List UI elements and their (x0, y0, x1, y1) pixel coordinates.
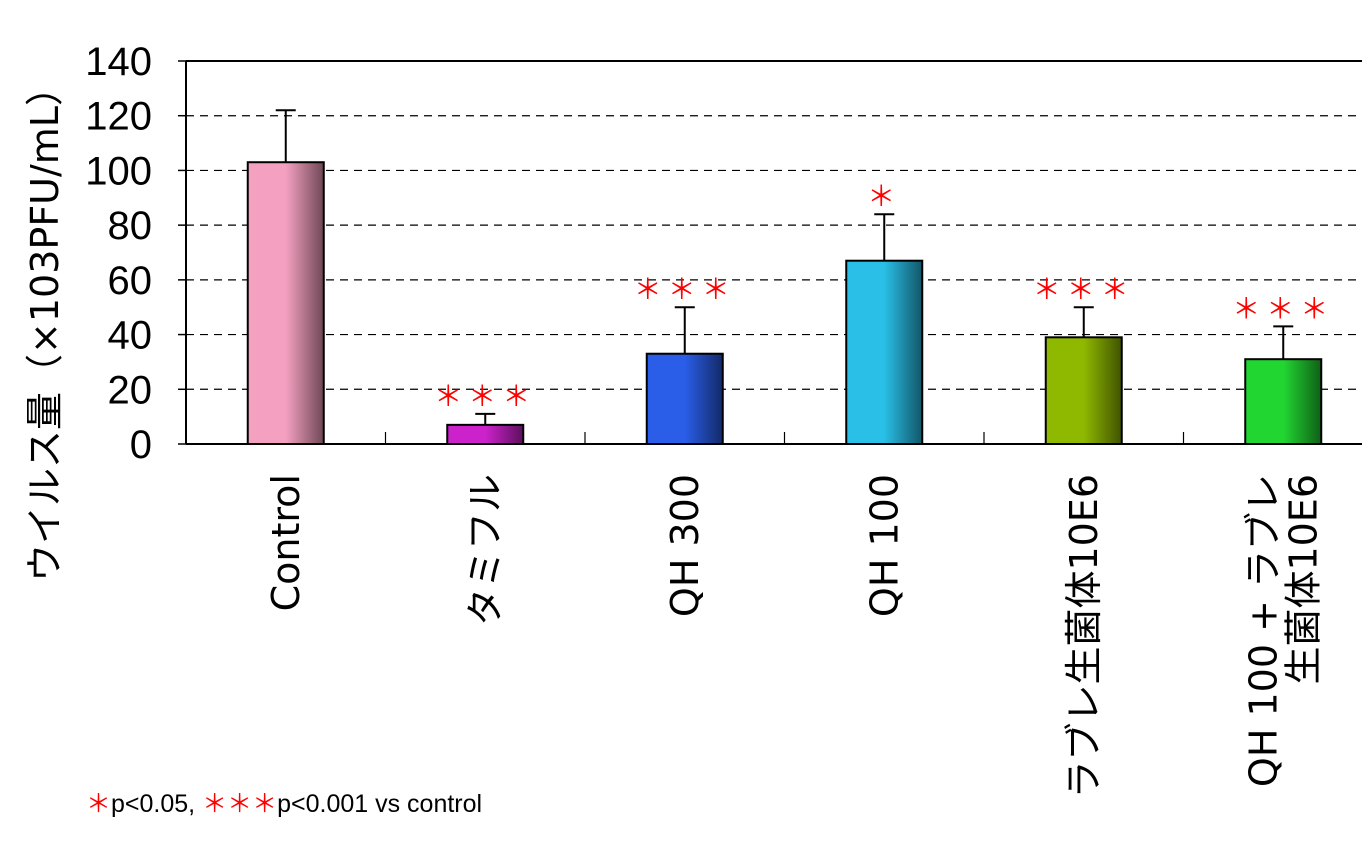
bar (645, 352, 724, 446)
footnote-text-p005: p<0.05, (111, 790, 196, 818)
significance-marker: ＊＊＊ (1033, 273, 1135, 306)
bar (845, 259, 924, 446)
x-category-label: QH 300 (663, 474, 707, 617)
bar (246, 161, 325, 445)
bar (1244, 358, 1323, 446)
y-tick-label: 20 (108, 368, 153, 412)
bar (446, 423, 525, 446)
significance-marker: ＊＊＊ (434, 380, 536, 413)
footnote-text-p0001: p<0.001 vs control (277, 790, 483, 818)
y-tick-label: 100 (85, 149, 152, 193)
x-category-label: タミフル (463, 474, 507, 626)
y-tick-label: 80 (108, 204, 153, 248)
y-tick-label: 40 (108, 314, 153, 358)
gridlines (186, 115, 1362, 390)
footnote-star-triple: ＊＊＊ (202, 789, 278, 818)
significance-markers: ＊＊＊＊＊＊＊＊＊＊＊＊＊ (434, 180, 1334, 413)
y-tick-label: 0 (130, 423, 152, 467)
bar (1044, 336, 1123, 445)
error-bars (275, 109, 1294, 425)
significance-marker: ＊ (867, 180, 901, 213)
significance-marker: ＊＊＊ (634, 273, 736, 306)
footnote-star-single: ＊ (86, 789, 112, 818)
bars (246, 161, 1323, 446)
x-category-label: Control (264, 474, 308, 611)
y-tick-label: 120 (85, 95, 152, 139)
y-axis-label: ウイルス量（×103PFU/mL） (23, 68, 67, 582)
x-category-label: QH 100 + ラブレ (1241, 474, 1285, 787)
category-labels: Control タミフル QH 300 QH 100 ラブレ生菌体10E6 QH 100 … (264, 474, 1326, 799)
y-tick-label: 60 (108, 259, 153, 303)
y-tick-label: 140 (85, 40, 152, 84)
x-category-label: 生菌体10E6 (1281, 474, 1325, 685)
y-tick-labels: 0 20 40 60 80 100 120 140 (85, 40, 152, 467)
x-category-label: QH 100 (862, 474, 906, 617)
significance-footnote: ＊p<0.05, ＊＊＊p<0.001 vs control (86, 784, 482, 820)
significance-marker: ＊＊＊ (1232, 292, 1334, 325)
axes (178, 60, 1362, 445)
x-category-label: ラブレ生菌体10E6 (1062, 474, 1106, 799)
